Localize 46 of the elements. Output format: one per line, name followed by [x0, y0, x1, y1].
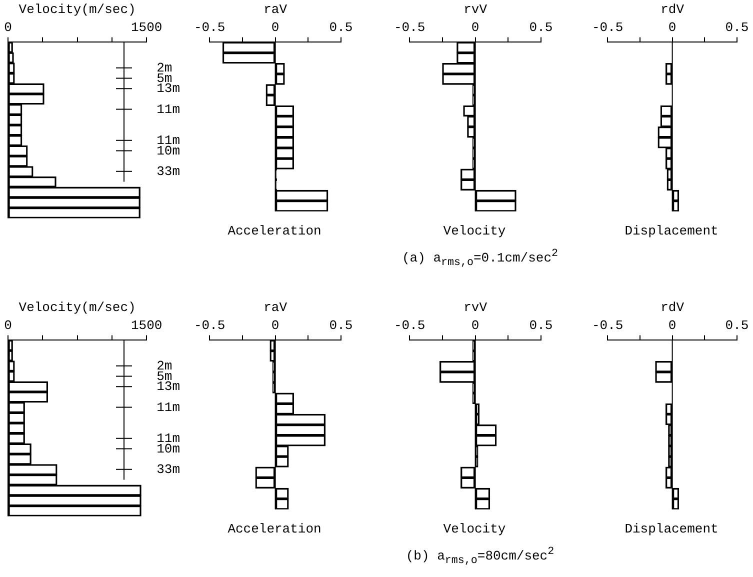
x-tick-label: 0.5: [725, 318, 749, 333]
x-tick-label: 0.5: [529, 20, 553, 35]
x-tick-label: 0: [668, 20, 676, 35]
x-tick-label: 0: [271, 318, 280, 333]
x-tick-label: -0.5: [194, 20, 226, 35]
y-tick-label: 10m: [156, 441, 180, 456]
x-tick-label: 0: [4, 318, 12, 333]
x-tick-label: -0.5: [194, 318, 226, 333]
text: (b) a$_{rms,o}$=80cm/sec$^{2}$: [404, 546, 556, 567]
y-tick-label: 33m: [156, 164, 180, 180]
text: Displacement: [624, 224, 718, 239]
x-tick-label: 1500: [130, 318, 162, 333]
y-tick-label: 33m: [156, 462, 180, 478]
x-tick-label: 0: [4, 20, 12, 35]
y-tick-label: 13m: [156, 81, 180, 96]
text: Acceleration: [228, 522, 322, 537]
text: Velocity: [443, 224, 506, 239]
x-tick-label: 0.5: [329, 318, 353, 333]
x-axis-title: rvV: [464, 2, 488, 18]
x-tick-label: 0: [668, 318, 676, 333]
x-axis-title: Velocity(m/sec): [18, 300, 136, 316]
x-tick-label: 0: [471, 20, 480, 35]
x-tick-label: -0.5: [592, 318, 624, 333]
x-tick-label: -0.5: [394, 20, 426, 35]
x-axis-title: raV: [264, 300, 288, 316]
y-tick-label: 10m: [156, 143, 180, 158]
x-tick-label: 1500: [130, 20, 162, 35]
x-tick-label: 0.5: [725, 20, 749, 35]
text: Velocity: [443, 522, 506, 537]
text: (a) a$_{rms,o}$=0.1cm/sec$^{2}$: [400, 248, 560, 269]
text: Acceleration: [228, 224, 322, 239]
y-tick-label: 11m: [156, 400, 180, 415]
x-axis-title: raV: [264, 2, 288, 18]
text: Displacement: [624, 522, 718, 537]
y-tick-label: 13m: [156, 379, 180, 394]
x-axis-title: rvV: [464, 300, 488, 316]
x-tick-label: -0.5: [592, 20, 624, 35]
x-tick-label: 0: [271, 20, 280, 35]
x-tick-label: 0: [471, 318, 480, 333]
x-axis-title: rdV: [660, 2, 684, 18]
x-tick-label: 0.5: [329, 20, 353, 35]
x-axis-title: Velocity(m/sec): [18, 2, 136, 18]
x-tick-label: -0.5: [394, 318, 426, 333]
x-tick-label: 0.5: [529, 318, 553, 333]
x-axis-title: rdV: [660, 300, 684, 316]
y-tick-label: 11m: [156, 102, 180, 117]
